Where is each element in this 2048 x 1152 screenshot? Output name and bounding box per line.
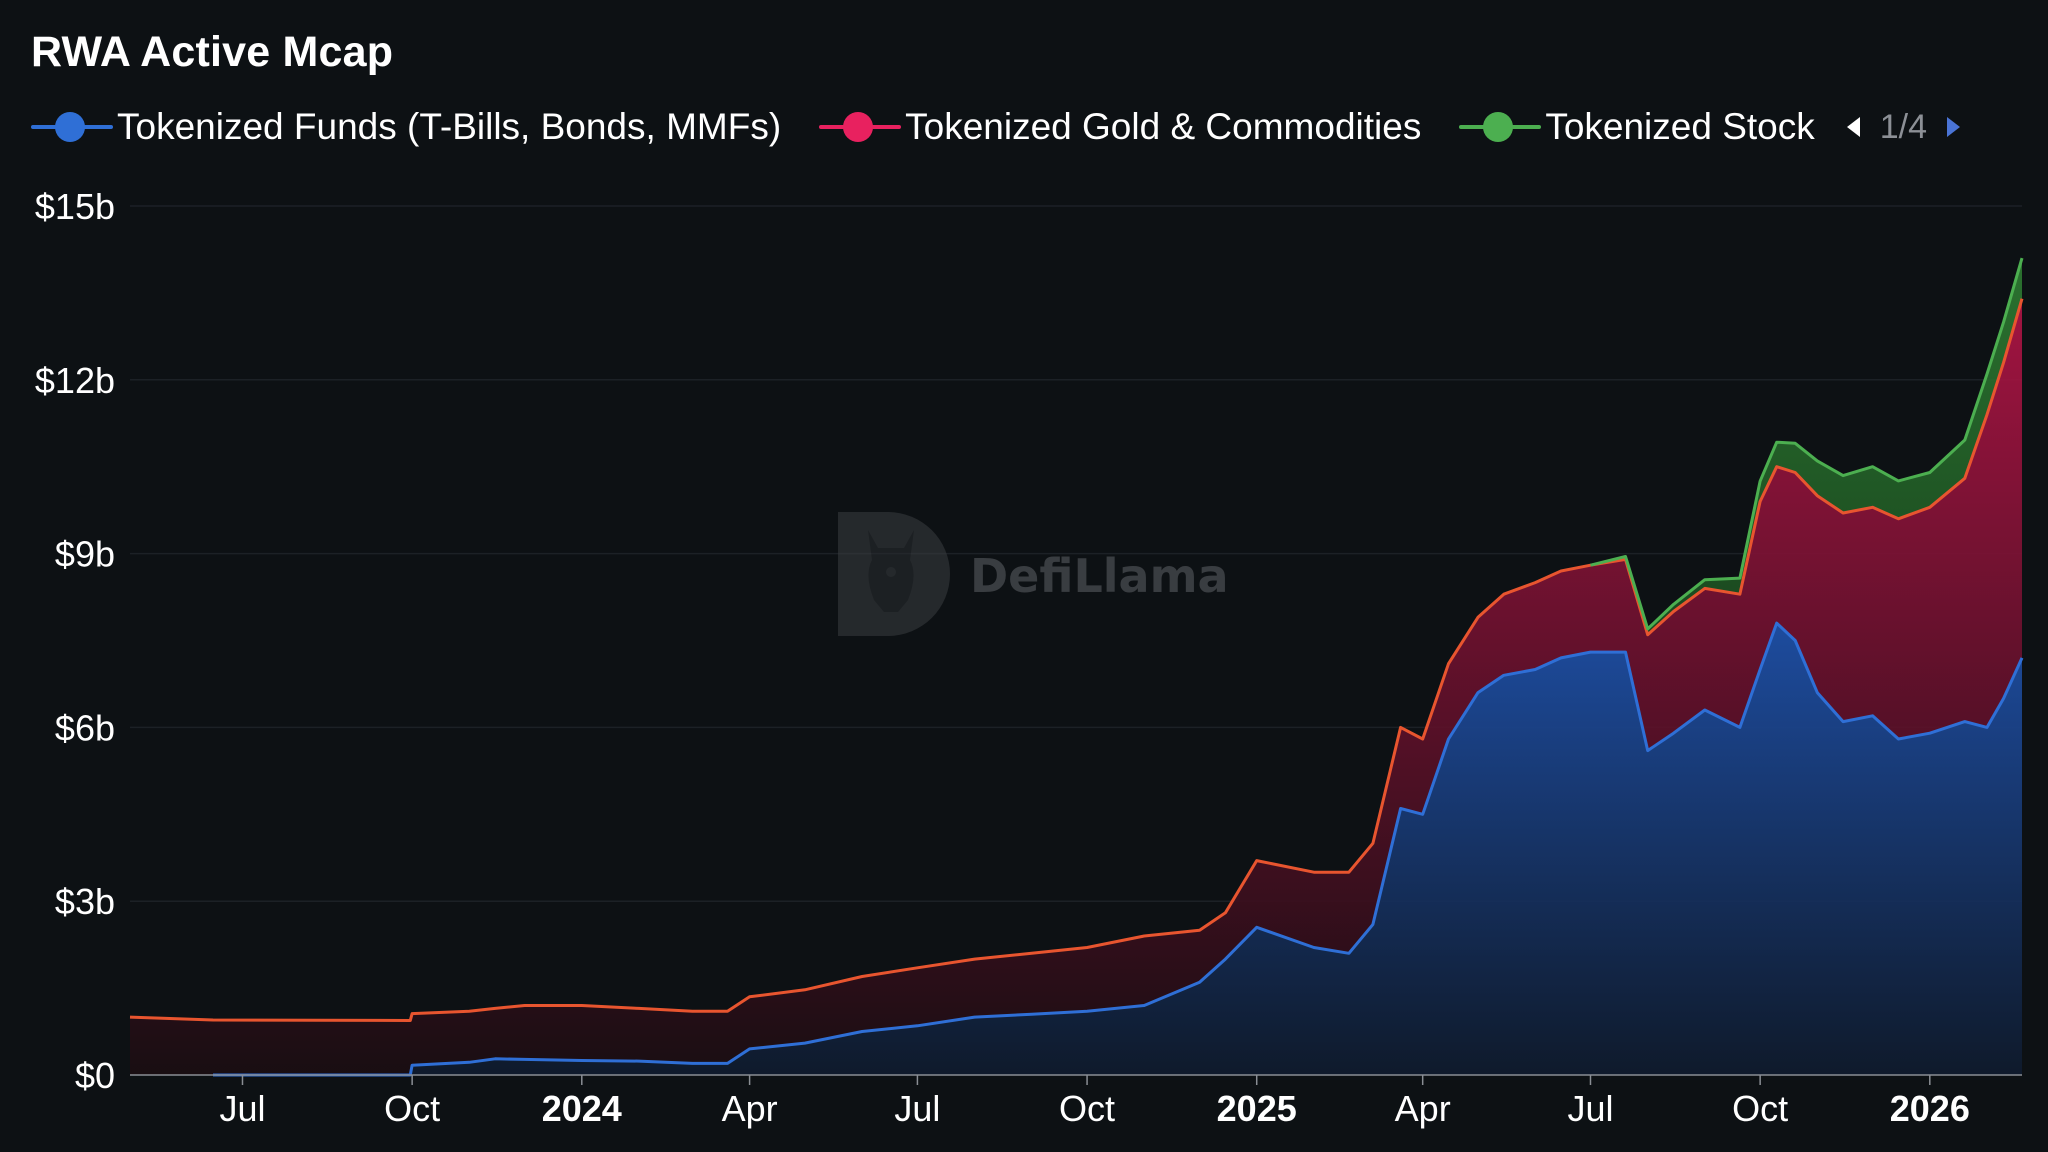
legend-item-tokenized-gold[interactable]: Tokenized Gold & Commodities: [819, 106, 1421, 148]
pager-next-icon[interactable]: [1947, 117, 1961, 137]
series-area: [213, 623, 2022, 1075]
y-tick-label: $6b: [55, 707, 115, 748]
series-area: [130, 298, 2022, 1075]
legend-item-tokenized-stock[interactable]: Tokenized Stock: [1459, 106, 1815, 148]
watermark: DefiLlama: [838, 512, 1229, 636]
series-line: [129, 298, 2024, 1022]
series-line: [213, 621, 2024, 1077]
y-tick-label: $9b: [55, 534, 115, 575]
x-tick-label: Jul: [219, 1088, 265, 1129]
legend-item-tokenized-funds[interactable]: Tokenized Funds (T-Bills, Bonds, MMFs): [31, 106, 781, 148]
x-axis-ticks: Jul Oct 2024 Apr Jul Oct 2025 Apr Jul Oct 2026: [219, 1075, 1970, 1129]
legend-pager: 1/4: [1846, 107, 1961, 147]
x-tick-label: Oct: [384, 1088, 440, 1129]
legend-marker-icon: [31, 107, 113, 147]
legend-marker-icon: [819, 107, 902, 147]
x-tick-label: 2026: [1890, 1088, 1970, 1129]
x-tick-label: Apr: [722, 1088, 778, 1129]
chart-title: RWA Active Mcap: [31, 28, 394, 76]
series-line: [1590, 257, 2024, 631]
x-tick-label: Oct: [1732, 1088, 1788, 1129]
legend-page-indicator: 1/4: [1879, 107, 1928, 146]
y-tick-label: $15b: [35, 186, 115, 227]
series-areas: [130, 258, 2022, 1075]
x-tick-label: Oct: [1059, 1088, 1115, 1129]
legend-marker-icon: [1459, 107, 1542, 147]
y-tick-label: $3b: [55, 881, 115, 922]
legend: Tokenized Funds (T-Bills, Bonds, MMFs) T…: [31, 102, 1961, 152]
llama-logo-icon: [838, 512, 950, 636]
legend-label: Tokenized Funds (T-Bills, Bonds, MMFs): [117, 106, 782, 147]
legend-label: Tokenized Stock: [1545, 106, 1815, 147]
pager-prev-icon[interactable]: [1846, 117, 1860, 137]
watermark-text: DefiLlama: [970, 549, 1229, 603]
x-tick-label: 2024: [542, 1088, 622, 1129]
x-tick-label: Jul: [1567, 1088, 1613, 1129]
legend-label: Tokenized Gold & Commodities: [905, 106, 1422, 147]
x-tick-label: Apr: [1395, 1088, 1451, 1129]
y-tick-label: $0: [75, 1055, 115, 1096]
x-tick-label: 2025: [1217, 1088, 1297, 1129]
y-tick-label: $12b: [35, 360, 115, 401]
series-lines: [129, 257, 2024, 1077]
x-tick-label: Jul: [894, 1088, 940, 1129]
y-axis-ticks: $0 $3b $6b $9b $12b $15b: [35, 186, 115, 1096]
